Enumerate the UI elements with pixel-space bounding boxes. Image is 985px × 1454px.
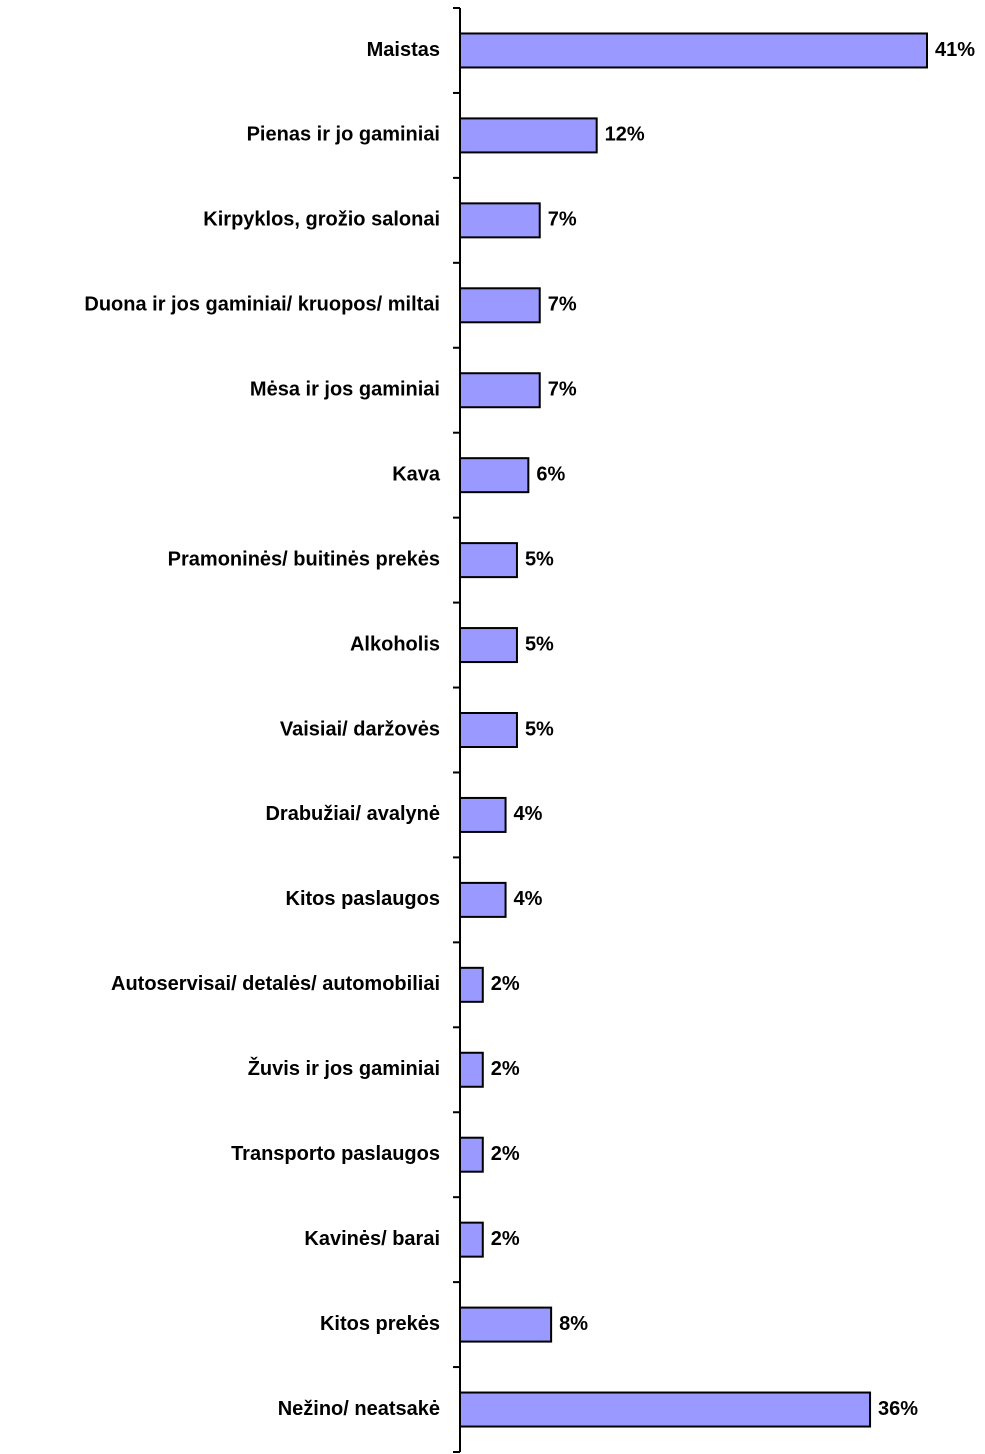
bar — [459, 881, 507, 918]
value-label: 41% — [935, 39, 975, 61]
value-label: 4% — [514, 888, 543, 910]
y-tick-label: Kirpyklos, grožio salonai — [203, 209, 440, 231]
value-label: 7% — [548, 209, 577, 231]
bar — [459, 712, 518, 748]
y-tick-label: Mėsa ir jos gaminiai — [250, 379, 440, 401]
y-tick-label: Autoservisai/ detalės/ automobiliai — [111, 973, 440, 995]
value-label: 5% — [525, 633, 554, 655]
bar — [459, 966, 484, 1003]
y-tick-label: Kitos paslaugos — [286, 888, 440, 910]
y-tick-label: Kitos prekės — [320, 1313, 440, 1335]
bar — [459, 117, 598, 154]
value-label: 5% — [525, 718, 554, 740]
bar — [459, 1306, 553, 1343]
bar — [459, 1051, 484, 1088]
value-label: 5% — [525, 548, 554, 570]
y-tick-label: Duona ir jos gaminiai/ kruopos/ miltai — [84, 294, 440, 316]
y-tick-label: Pienas ir jo gaminiai — [247, 124, 440, 146]
value-label: 12% — [605, 124, 645, 146]
bar — [459, 627, 518, 664]
value-label: 2% — [491, 1143, 520, 1165]
value-label: 2% — [491, 973, 520, 995]
value-label: 7% — [548, 379, 577, 401]
y-tick-label: Vaisiai/ daržovės — [280, 718, 440, 740]
value-label: 6% — [536, 463, 565, 485]
bar — [459, 372, 541, 409]
value-label: 4% — [514, 803, 543, 825]
value-label: 8% — [559, 1313, 588, 1335]
bar — [459, 457, 530, 494]
y-tick-label: Nežino/ neatsakė — [278, 1398, 440, 1420]
y-tick-label: Drabužiai/ avalynė — [265, 803, 440, 825]
bar — [459, 287, 541, 324]
y-tick-label: Žuvis ir jos gaminiai — [248, 1056, 440, 1080]
bar — [459, 32, 928, 69]
y-tick-label: Pramoninės/ buitinės prekės — [168, 548, 440, 570]
bar — [459, 542, 518, 579]
y-tick-label: Transporto paslaugos — [231, 1143, 440, 1165]
bar — [459, 796, 507, 833]
y-tick-label: Maistas — [367, 39, 440, 61]
y-tick-label: Kava — [392, 463, 441, 485]
bar — [459, 1136, 484, 1173]
y-tick-label: Kavinės/ barai — [304, 1228, 440, 1250]
bar — [459, 202, 541, 239]
value-label: 2% — [491, 1228, 520, 1250]
bar — [459, 1391, 872, 1428]
y-tick-label: Alkoholis — [350, 633, 440, 655]
value-label: 7% — [548, 294, 577, 316]
bar — [459, 1221, 484, 1258]
value-label: 2% — [491, 1058, 520, 1080]
value-label: 36% — [878, 1398, 918, 1420]
